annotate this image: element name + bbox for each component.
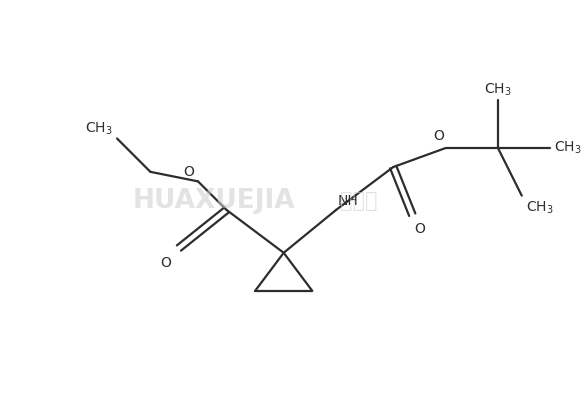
Text: O: O (161, 256, 171, 270)
Text: CH$_3$: CH$_3$ (554, 140, 582, 156)
Text: O: O (433, 129, 444, 143)
Text: CH$_3$: CH$_3$ (484, 81, 512, 98)
Text: 化学加: 化学加 (340, 191, 377, 211)
Text: CH$_3$: CH$_3$ (526, 199, 553, 216)
Text: HUAXUEJIA: HUAXUEJIA (133, 188, 296, 214)
Text: O: O (414, 222, 425, 236)
Text: NH: NH (338, 194, 359, 208)
Text: O: O (183, 166, 194, 179)
Text: CH$_3$: CH$_3$ (85, 120, 112, 137)
